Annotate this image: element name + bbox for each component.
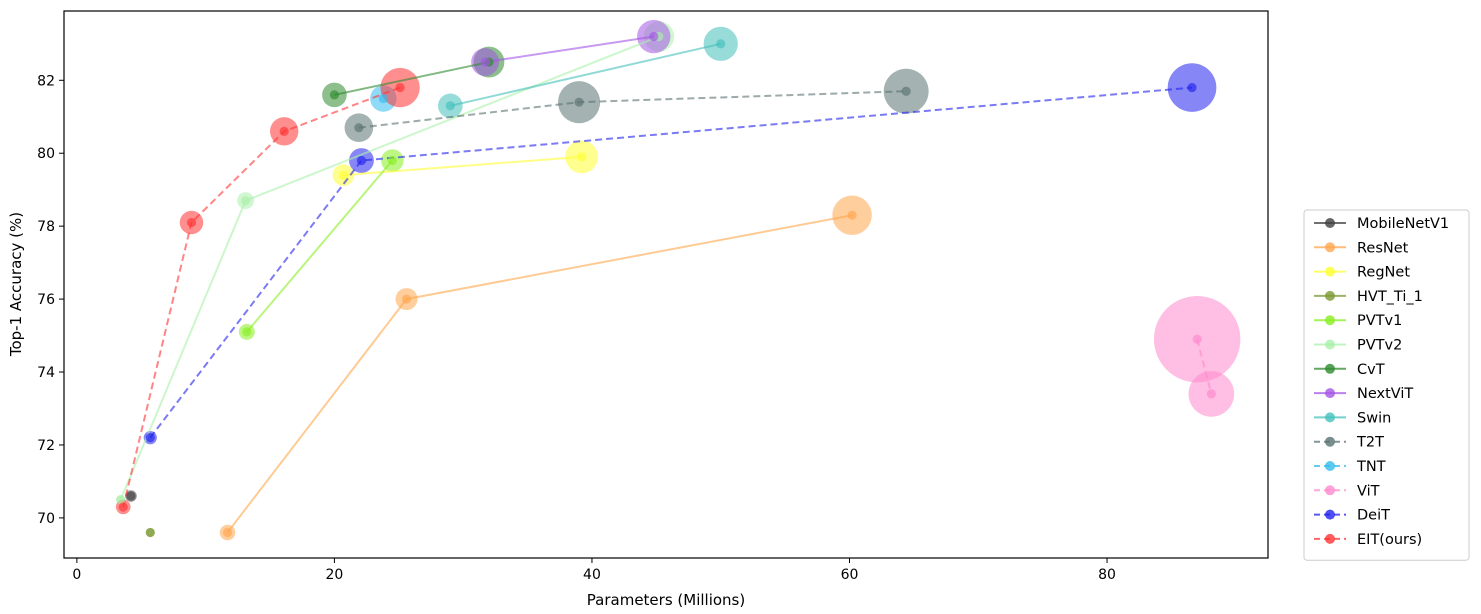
legend-label-tnt: TNT — [1356, 459, 1386, 475]
nextvit-point — [480, 57, 490, 67]
nextvit-line — [484, 35, 654, 64]
x-tick-label: 20 — [326, 567, 344, 583]
legend-label-regnet: RegNet — [1357, 265, 1410, 281]
legend-marker-vit — [1325, 485, 1335, 496]
legend-label-nextvit: NextViT — [1357, 386, 1413, 402]
y-tick-label: 70 — [37, 511, 55, 527]
legend-marker-mobilenetv1 — [1325, 218, 1335, 228]
legend-label-vit: ViT — [1357, 483, 1380, 499]
y-tick-label: 74 — [37, 365, 55, 381]
legend-marker-t2t — [1325, 436, 1335, 447]
pvtv1-point — [242, 327, 252, 337]
resnet-point — [401, 294, 412, 304]
x-tick-label: 40 — [583, 567, 601, 583]
swin-point — [445, 101, 455, 111]
x-axis-title: Parameters (Millions) — [587, 591, 745, 609]
y-tick-label: 80 — [37, 146, 55, 162]
pvtv1-line — [246, 159, 394, 333]
regnet-point — [338, 170, 349, 180]
legend-label-deit: DeiT — [1357, 508, 1390, 524]
x-tick-label: 0 — [72, 567, 81, 583]
tick-layer: 0 20 40 60 80 70 72 74 76 78 80 82 — [37, 73, 1116, 583]
legend-label-eit-ours: EIT(ours) — [1357, 532, 1422, 548]
point-layer — [116, 31, 1216, 538]
legend-marker-resnet — [1325, 242, 1335, 253]
legend-label-resnet: ResNet — [1357, 240, 1409, 256]
swin-line — [450, 42, 721, 107]
legend-marker-cvt — [1325, 363, 1335, 374]
cvt-line — [334, 61, 490, 96]
y-tick-label: 82 — [37, 73, 55, 89]
x-tick-label: 60 — [841, 567, 859, 583]
plot-frame — [63, 10, 1269, 559]
deit-line — [149, 86, 1193, 439]
tnt-point — [378, 93, 388, 104]
line-layer — [119, 35, 1213, 534]
y-tick-label: 72 — [37, 438, 55, 454]
deit-point — [356, 155, 367, 166]
pvtv2-point — [116, 495, 126, 505]
y-axis-title: Top-1 Accuracy (%) — [7, 212, 25, 357]
pvtv2-point — [240, 196, 251, 206]
swin-point — [716, 39, 726, 49]
legend-marker-pvtv1 — [1325, 315, 1335, 326]
eit-ours-point — [118, 502, 128, 512]
legend-label-mobilenetv1: MobileNetV1 — [1357, 216, 1449, 232]
legend-marker-eit-ours — [1325, 533, 1335, 544]
vit-line — [1196, 338, 1213, 395]
hvt-ti-1-point — [145, 527, 155, 538]
legend-label-pvtv2: PVTv2 — [1357, 338, 1402, 354]
cvt-point — [329, 90, 340, 100]
eit-ours-point — [279, 126, 289, 136]
legend-label-pvtv1: PVTv1 — [1357, 313, 1402, 329]
resnet-point — [847, 210, 857, 220]
y-tick-label: 78 — [37, 219, 55, 235]
legend-marker-tnt — [1325, 461, 1335, 471]
eit-ours-point — [395, 82, 405, 93]
legend-marker-hvt-ti-1 — [1325, 290, 1335, 301]
legend-label-swin: Swin — [1357, 410, 1391, 426]
deit-point — [1187, 82, 1197, 93]
t2t-point — [354, 123, 364, 133]
resnet-line — [226, 214, 853, 534]
legend-marker-nextvit — [1325, 388, 1335, 399]
legend-marker-swin — [1325, 412, 1335, 423]
vit-point — [1206, 389, 1216, 399]
legend-label-cvt: CvT — [1357, 362, 1385, 378]
legend-frame — [1303, 209, 1470, 561]
t2t-point — [574, 97, 584, 107]
eit-ours-line — [122, 86, 401, 508]
y-tick-label: 76 — [37, 292, 55, 308]
mobilenetv1-point — [126, 491, 136, 501]
x-tick-label: 80 — [1098, 567, 1116, 583]
pvtv1-point — [387, 155, 397, 166]
regnet-point — [577, 152, 587, 162]
legend: MobileNetV1 ResNet RegNet HVT_Ti_1 PVTv1 PVTv… — [1303, 209, 1470, 561]
legend-marker-regnet — [1325, 266, 1335, 277]
legend-marker-deit — [1325, 509, 1335, 520]
deit-point — [145, 433, 155, 443]
legend-label-hvt-ti-1: HVT_Ti_1 — [1357, 289, 1423, 305]
nextvit-point — [649, 31, 659, 42]
legend-marker-pvtv2 — [1325, 339, 1335, 350]
legend-label-t2t: T2T — [1356, 435, 1384, 451]
eit-ours-point — [186, 217, 197, 228]
resnet-point — [222, 527, 233, 538]
vit-point — [1192, 334, 1202, 344]
t2t-point — [901, 86, 911, 96]
